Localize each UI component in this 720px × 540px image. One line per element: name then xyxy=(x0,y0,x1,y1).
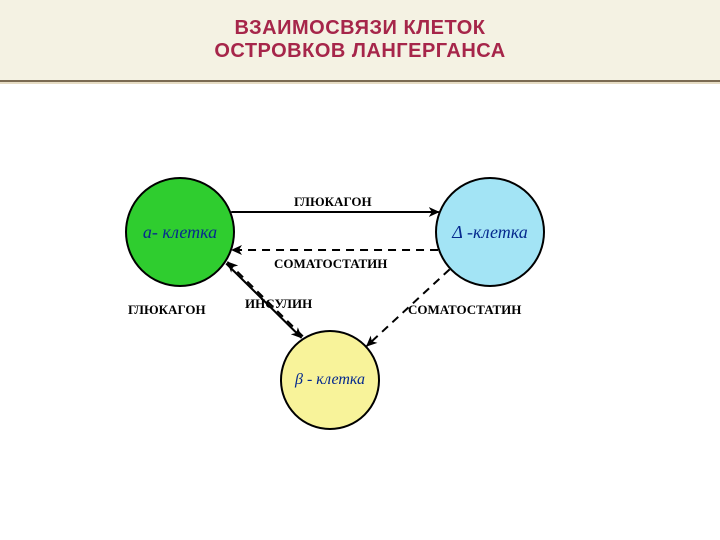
node-alpha-label: а- клетка xyxy=(143,222,217,243)
node-beta-label: β - клетка xyxy=(295,371,365,389)
edge-label-1: СОМАТОСТАТИН xyxy=(274,256,387,272)
node-beta: β - клетка xyxy=(280,330,380,430)
edge-label-4: СОМАТОСТАТИН xyxy=(408,302,521,318)
stage: ВЗАИМОСВЯЗИ КЛЕТОК ОСТРОВКОВ ЛАНГЕРГАНСА… xyxy=(0,0,720,540)
edge-label-2: ГЛЮКАГОН xyxy=(128,302,206,318)
node-delta-label: Δ -клетка xyxy=(452,222,528,243)
node-delta: Δ -клетка xyxy=(435,177,545,287)
edges-group xyxy=(226,212,449,346)
edge-label-3: ИНСУЛИН xyxy=(245,296,312,312)
edge-label-0: ГЛЮКАГОН xyxy=(294,194,372,210)
node-alpha: а- клетка xyxy=(125,177,235,287)
